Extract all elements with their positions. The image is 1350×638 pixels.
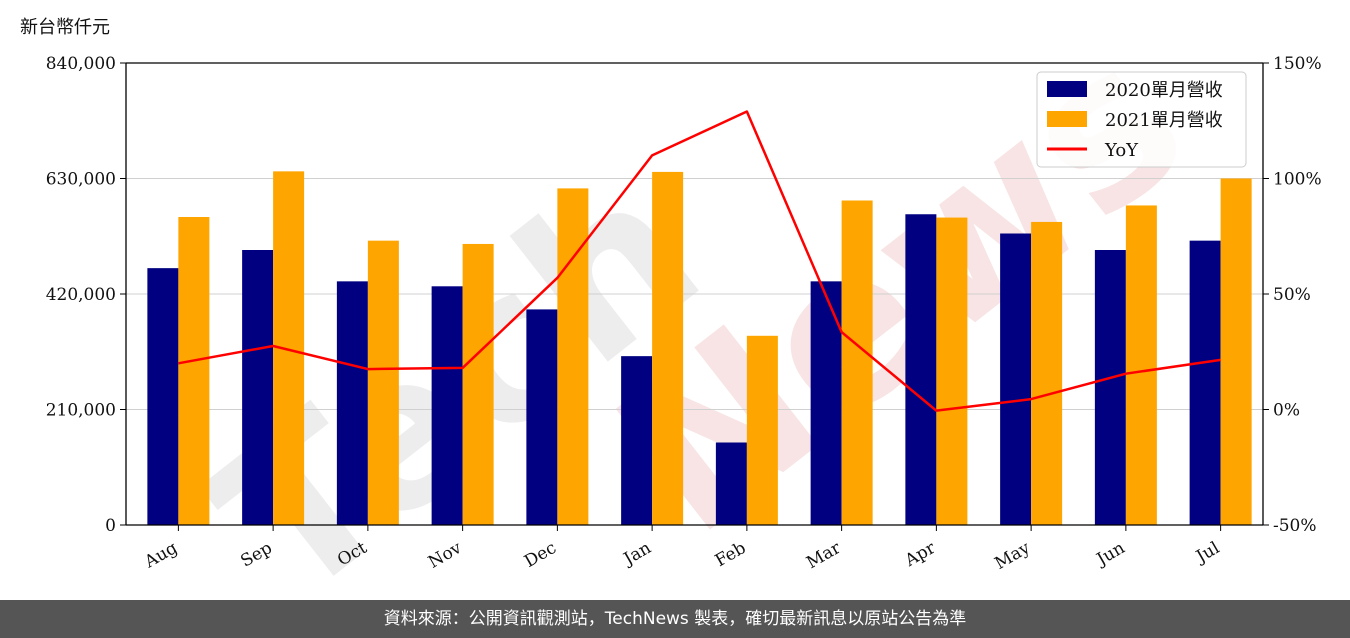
x-tick-label-aug: Aug (140, 538, 181, 573)
x-tick-label-mar: Mar (803, 538, 845, 574)
legend-label-2: YoY (1104, 140, 1139, 161)
y-unit-label: 新台幣仟元 (20, 17, 110, 38)
bar-2020-nov (431, 286, 463, 525)
legend-label-0: 2020單月營收 (1105, 80, 1223, 101)
x-tick-label-jul: Jul (1191, 538, 1223, 568)
bar-2021-feb (746, 335, 778, 525)
bar-2020-feb (715, 442, 747, 525)
bar-2021-may (1031, 221, 1063, 525)
bar-2020-oct (336, 281, 368, 525)
legend-box (1036, 71, 1247, 168)
bar-2021-aug (178, 217, 210, 525)
bar-2021-jul (1220, 178, 1252, 525)
y-left-tick-label-0: 0 (105, 516, 116, 536)
legend-swatch-0 (1047, 81, 1087, 97)
y-right-tick-label-4: 150% (1273, 54, 1322, 74)
y-left-tick-label-4: 840,000 (46, 54, 116, 74)
bar-2020-dec (526, 309, 558, 525)
bar-2020-aug (147, 268, 179, 525)
bars (147, 171, 1252, 526)
x-tick-label-jan: Jan (619, 538, 655, 570)
bar-2021-mar (841, 200, 873, 525)
bar-2021-jan (652, 171, 684, 525)
y-left-tick-label-1: 210,000 (46, 401, 116, 421)
x-tick-label-may: May (991, 538, 1034, 574)
bar-2020-sep (242, 250, 274, 525)
legend-swatch-1 (1047, 111, 1087, 127)
axes (125, 62, 1264, 526)
bar-2020-jul (1189, 240, 1221, 525)
bar-2020-jun (1094, 250, 1126, 525)
bar-2020-jan (621, 356, 653, 525)
yoy-line (178, 110, 1221, 412)
bar-2021-oct (367, 240, 399, 525)
y-right-tick-label-1: 0% (1273, 401, 1300, 421)
x-tick-label-apr: Apr (901, 538, 940, 572)
legend: 2020單月營收 2021單月營收 YoY (1036, 71, 1247, 168)
bar-2020-mar (810, 281, 842, 525)
bar-2020-may (1000, 233, 1032, 525)
x-tick-label-dec: Dec (521, 538, 560, 572)
bar-2021-nov (462, 243, 494, 525)
y-left-tick-label-2: 420,000 (46, 285, 116, 305)
y-right-tick-label-3: 100% (1273, 170, 1322, 190)
yoy-line-group (178, 110, 1221, 412)
source-footer: 資料來源：公開資訊觀測站，TechNews 製表，確切最新訊息以原站公告為準 (0, 600, 1350, 638)
bar-2021-jun (1125, 205, 1157, 525)
y-right-tick-label-2: 50% (1273, 285, 1311, 305)
bar-2021-apr (936, 217, 968, 526)
x-tick-label-jun: Jun (1092, 538, 1129, 571)
y-left-tick-label-3: 630,000 (46, 170, 116, 190)
bar-2020-apr (905, 214, 937, 525)
legend-label-1: 2021單月營收 (1105, 110, 1223, 131)
y-right-tick-label-0: -50% (1273, 516, 1317, 536)
bar-2021-dec (557, 188, 589, 525)
chart: Tech News 0210,000420,000630,000840,000-… (20, 0, 1322, 600)
